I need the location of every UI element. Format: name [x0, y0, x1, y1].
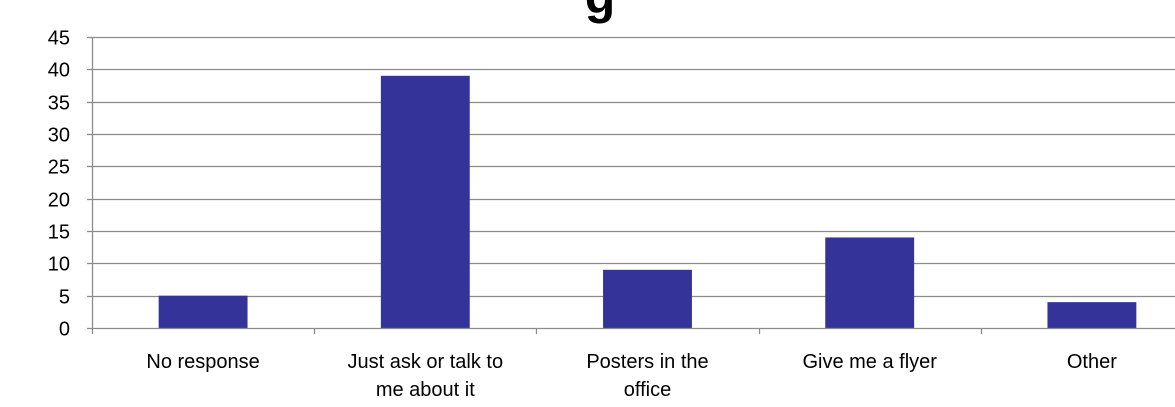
x-tick-label-line: Just ask or talk to	[347, 351, 503, 373]
x-tick-label: Other	[1067, 351, 1117, 373]
chart-title: g	[500, 0, 700, 26]
bars	[158, 75, 1137, 328]
x-tick-label-line: No response	[146, 351, 259, 373]
y-tick-label: 30	[48, 125, 70, 147]
x-tick-labels: No response Just ask or talk to me about i…	[146, 351, 1117, 401]
x-tick-label-line: office	[624, 379, 671, 401]
bar	[825, 237, 915, 328]
y-tick-label: 35	[48, 93, 70, 115]
bar	[158, 295, 248, 328]
gridlines	[92, 36, 1175, 298]
x-tick-label-line: Posters in the	[586, 351, 708, 373]
y-tick-labels: 0 5 10 15 20 25 30 35 40 45	[48, 28, 70, 341]
y-tick-label: 25	[48, 157, 70, 179]
y-tick-label: 10	[48, 254, 70, 276]
x-tick-label-line: Other	[1067, 351, 1117, 373]
y-tick-label: 5	[59, 287, 70, 309]
x-tick-label: No response	[146, 351, 259, 373]
bar	[1047, 302, 1137, 328]
y-tick-label: 0	[59, 319, 70, 341]
x-tick-label: Posters in the office	[586, 351, 708, 401]
bar	[603, 269, 692, 328]
y-tick-label: 15	[48, 222, 70, 244]
x-tick-label-line: me about it	[376, 379, 475, 401]
bar	[380, 75, 470, 328]
x-tick-label: Give me a flyer	[802, 351, 937, 373]
x-tick-label-line: Give me a flyer	[802, 351, 937, 373]
y-tick-label: 20	[48, 190, 70, 212]
axes	[87, 36, 1175, 334]
x-tick-label: Just ask or talk to me about it	[347, 351, 503, 401]
y-tick-label: 40	[48, 60, 70, 82]
y-tick-label: 45	[48, 28, 70, 50]
